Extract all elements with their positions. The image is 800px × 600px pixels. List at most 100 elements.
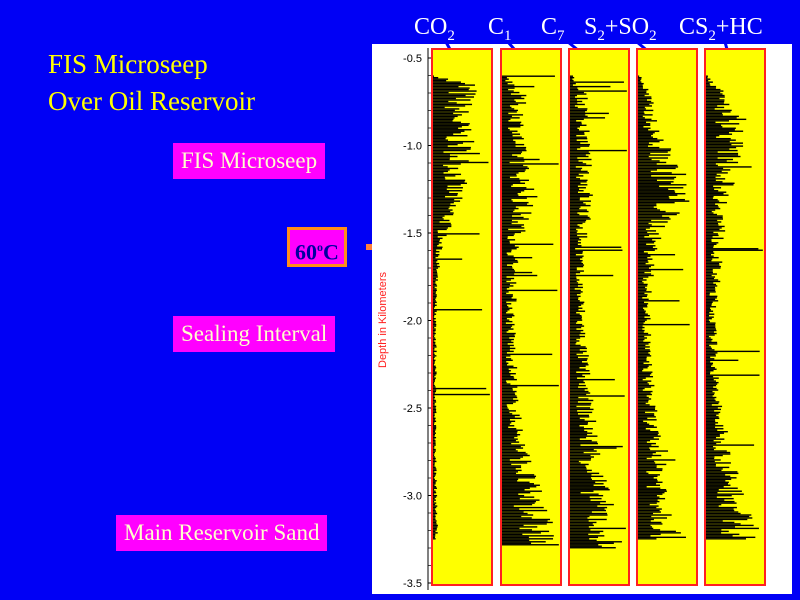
profile-bar [433, 264, 438, 266]
profile-bar [570, 337, 581, 339]
profile-bar [706, 124, 722, 126]
profile-bar [570, 142, 581, 144]
profile-bar [638, 264, 655, 266]
profile-bar [638, 474, 660, 476]
profile-bar [638, 237, 662, 240]
profile-bar [638, 121, 647, 124]
profile-bar [433, 310, 437, 312]
profile-bar [706, 152, 739, 155]
profile-bar [638, 496, 660, 498]
profile-bar [570, 332, 586, 335]
profile-bar [570, 352, 583, 354]
profile-bar [638, 79, 641, 82]
profile-bar [570, 166, 576, 168]
profile-bar [638, 486, 647, 488]
profile-bar [638, 325, 643, 327]
profile-bar [433, 254, 440, 256]
profile-bar [570, 172, 589, 174]
profile-bar [570, 389, 585, 391]
profile-bar [638, 193, 686, 195]
profile-bar [433, 496, 437, 498]
profile-bar [638, 261, 649, 263]
profile-bar [502, 209, 515, 211]
profile-bar [433, 185, 448, 187]
profile-bar [706, 237, 724, 240]
profile-bar [570, 210, 589, 213]
profile-bar [638, 524, 651, 527]
profile-bar [570, 316, 583, 318]
profile-bar [706, 94, 725, 97]
profile-bar [502, 414, 520, 417]
profile-bar [570, 355, 589, 357]
profile-bar [638, 259, 648, 262]
profile-bar [502, 309, 510, 311]
profile-bar [638, 245, 656, 247]
profile-bar [570, 292, 581, 295]
profile-bar [433, 349, 435, 351]
profile-bar [433, 306, 435, 308]
profile-bar [706, 173, 717, 176]
profile-bar [638, 118, 652, 121]
profile-bar [570, 404, 591, 406]
profile-bar [638, 433, 658, 436]
profile-bar [433, 218, 444, 220]
profile-bar [706, 378, 714, 381]
profile-bar [706, 535, 733, 537]
profile-bar [638, 442, 656, 445]
profile-bar [570, 383, 579, 385]
profile-bar [706, 120, 730, 122]
profile-bar [433, 245, 438, 247]
profile-bar [638, 432, 659, 434]
profile-bar [433, 88, 469, 91]
profile-bar [638, 82, 644, 85]
profile-bar [570, 102, 578, 104]
profile-bar [502, 76, 507, 79]
profile-bar [570, 254, 576, 256]
profile-bar [502, 329, 509, 332]
profile-bar [502, 459, 510, 461]
profile-bar [570, 225, 580, 228]
title-line-2: Over Oil Reservoir [48, 86, 255, 116]
profile-bar [638, 484, 661, 486]
profile-bar [638, 181, 674, 183]
profile-bar [502, 207, 519, 210]
profile-bar [570, 399, 594, 402]
profile-bar [638, 352, 649, 354]
profile-bar [502, 136, 522, 138]
profile-bar [706, 362, 714, 364]
profile-bar [570, 234, 578, 237]
profile-bar [570, 341, 577, 344]
profile-bar [433, 118, 454, 121]
profile-bar [433, 401, 437, 403]
profile-bar [570, 158, 592, 161]
profile-bar [502, 472, 517, 475]
profile-bar [706, 364, 713, 366]
profile-bar [570, 392, 591, 394]
profile-bar [706, 288, 716, 290]
profile-bar [570, 187, 586, 189]
profile-bar [570, 453, 601, 455]
profile-bar [502, 224, 525, 226]
profile-bar [433, 317, 436, 320]
profile-bar [502, 124, 524, 126]
column-header-co2: CO2 [414, 14, 455, 45]
profile-bar [502, 450, 518, 452]
profile-bar [433, 102, 457, 104]
profile-bar [706, 221, 722, 223]
profile-bar [502, 500, 536, 503]
profile-bar [502, 314, 515, 317]
profile-bar [570, 279, 580, 281]
profile-bar [706, 271, 713, 274]
sealing-interval-tag: Sealing Interval [173, 316, 336, 352]
profile-bar [570, 219, 587, 222]
profile-bar [502, 469, 522, 472]
profile-bar [433, 130, 465, 132]
profile-bar [433, 439, 436, 442]
profile-bar [433, 478, 435, 481]
temperature-tag: 60oC [287, 227, 347, 267]
profile-bar [502, 155, 518, 158]
profile-bar [502, 203, 528, 205]
profile-bar [706, 496, 717, 498]
profile-bar [638, 423, 650, 425]
profile-bar [638, 123, 651, 125]
